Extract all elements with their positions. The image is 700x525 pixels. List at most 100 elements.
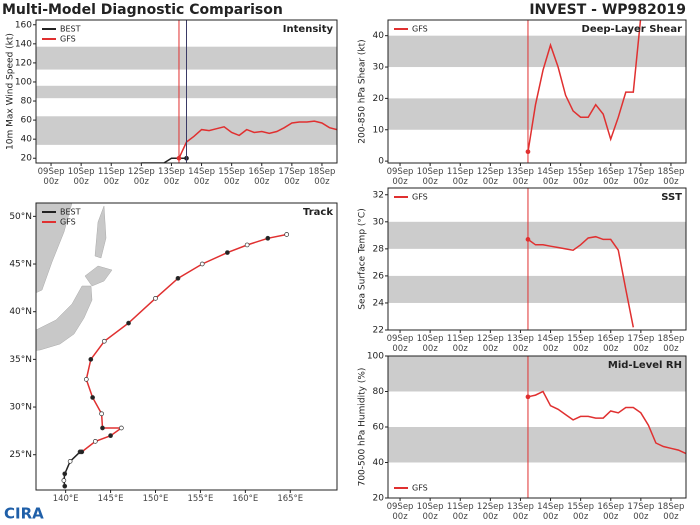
band <box>388 275 686 303</box>
x-tick-label: 10Sep 00z <box>416 502 444 522</box>
point <box>99 411 104 417</box>
x-tick-label: 16Sep 00z <box>597 167 625 187</box>
x-tick-label: 13Sep 00z <box>507 334 534 354</box>
x-tick-label: 15Sep 00z <box>567 334 595 354</box>
legend-label: BEST <box>60 25 81 34</box>
x-tick-label: 165°E <box>277 494 304 504</box>
y-tick-label: 28 <box>373 244 385 254</box>
y-tick-label: 80 <box>373 387 385 397</box>
y-tick-label: 10 <box>373 125 385 135</box>
x-tick-label: 17Sep 00z <box>627 334 655 354</box>
legend-label: GFS <box>60 218 76 227</box>
x-tick-label: 17Sep 00z <box>278 167 306 187</box>
point <box>90 395 95 400</box>
point <box>126 320 131 326</box>
panel-title: Mid-Level RH <box>608 360 682 371</box>
y-tick-label: 30 <box>373 217 385 227</box>
x-tick-label: 14Sep 00z <box>537 167 564 187</box>
band <box>388 356 686 392</box>
y-tick-label: 20 <box>373 494 385 504</box>
legend-label: GFS <box>60 35 76 44</box>
point <box>88 357 94 362</box>
legend-label: GFS <box>412 484 428 493</box>
point <box>62 483 68 489</box>
point <box>119 425 124 431</box>
y-tick-label: 24 <box>373 298 385 308</box>
point <box>153 295 158 301</box>
y-tick-label: 140 <box>15 39 32 49</box>
plot <box>61 232 290 489</box>
x-tick-label: 11Sep 00z <box>446 167 474 187</box>
series-line <box>178 120 337 159</box>
x-tick-label: 15Sep 00z <box>218 167 246 187</box>
x-tick-label: 13Sep 00z <box>507 167 534 187</box>
y-tick-label: 30°N <box>9 403 32 413</box>
y-tick-label: 40 <box>373 458 385 468</box>
y-tick-label: 20 <box>21 154 33 164</box>
frame <box>387 187 687 331</box>
point <box>79 449 85 455</box>
y-tick-label: 22 <box>373 326 384 336</box>
plot <box>388 356 686 463</box>
x-tick-label: 09Sep 00z <box>386 334 414 354</box>
x-tick-label: 09Sep 00z <box>386 167 414 187</box>
y-tick-label: 50°N <box>9 212 32 222</box>
band <box>388 98 686 130</box>
y-axis-label: 700-500 hPa Humidity (%) <box>358 368 368 487</box>
x-tick-label: 18Sep 00z <box>308 167 336 187</box>
y-tick-label: 100 <box>15 77 32 87</box>
x-tick-label: 18Sep 00z <box>657 502 685 522</box>
y-tick-label: 20 <box>373 94 385 104</box>
legend-label: GFS <box>412 193 428 202</box>
y-tick-label: 120 <box>15 58 32 68</box>
y-tick-label: 100 <box>367 352 384 362</box>
point <box>244 242 250 248</box>
point <box>62 471 68 477</box>
point <box>100 425 105 431</box>
x-tick-label: 12Sep 00z <box>476 502 504 522</box>
x-tick-label: 150°E <box>142 494 169 504</box>
y-tick-label: 35°N <box>9 355 32 365</box>
x-tick-label: 16Sep 00z <box>248 167 276 187</box>
storm-id: INVEST - WP982019 <box>529 2 686 18</box>
plot <box>388 221 686 328</box>
y-tick-label: 0 <box>378 157 384 167</box>
plot <box>388 20 686 155</box>
x-tick-label: 15Sep 00z <box>567 167 595 187</box>
x-tick-label: 16Sep 00z <box>597 502 625 522</box>
point <box>199 261 205 267</box>
y-tick-label: 40 <box>373 31 385 41</box>
frame <box>35 202 338 491</box>
legend-label: BEST <box>60 208 81 217</box>
point <box>67 459 73 464</box>
x-tick-label: 13Sep 00z <box>507 502 534 522</box>
y-tick-label: 60 <box>373 423 385 433</box>
x-tick-label: 140°E <box>52 494 79 504</box>
point <box>83 377 89 382</box>
panel-title: Deep-Layer Shear <box>582 24 683 35</box>
x-tick-label: 10Sep 00z <box>67 167 95 187</box>
panel-title: Intensity <box>283 24 334 35</box>
y-tick-label: 160 <box>15 20 32 30</box>
y-tick-label: 25°N <box>9 450 32 460</box>
point <box>284 232 290 237</box>
land <box>36 203 113 351</box>
x-tick-label: 13Sep 00z <box>158 167 185 187</box>
x-tick-label: 145°E <box>97 494 124 504</box>
x-tick-label: 11Sep 00z <box>97 167 125 187</box>
point <box>61 478 67 483</box>
x-tick-label: 15Sep 00z <box>567 502 595 522</box>
band <box>388 427 686 463</box>
x-tick-label: 12Sep 00z <box>476 167 504 187</box>
y-tick-label: 45°N <box>9 260 32 270</box>
x-tick-label: 16Sep 00z <box>597 334 625 354</box>
series-line <box>81 233 287 453</box>
series-line <box>527 235 635 328</box>
point <box>101 338 107 344</box>
point <box>265 235 271 241</box>
legend-label: GFS <box>412 25 428 34</box>
x-tick-label: 14Sep 00z <box>188 167 215 187</box>
page-title: Multi-Model Diagnostic Comparison <box>2 2 283 18</box>
